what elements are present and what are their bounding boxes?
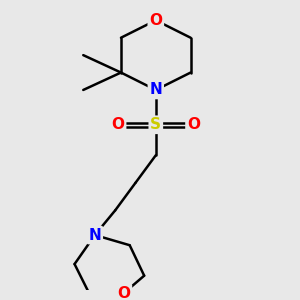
Text: N: N xyxy=(88,228,101,243)
Text: O: O xyxy=(187,117,200,132)
Text: S: S xyxy=(150,117,161,132)
Text: O: O xyxy=(117,286,130,300)
Text: N: N xyxy=(149,82,162,98)
Text: O: O xyxy=(149,13,162,28)
Text: O: O xyxy=(112,117,124,132)
